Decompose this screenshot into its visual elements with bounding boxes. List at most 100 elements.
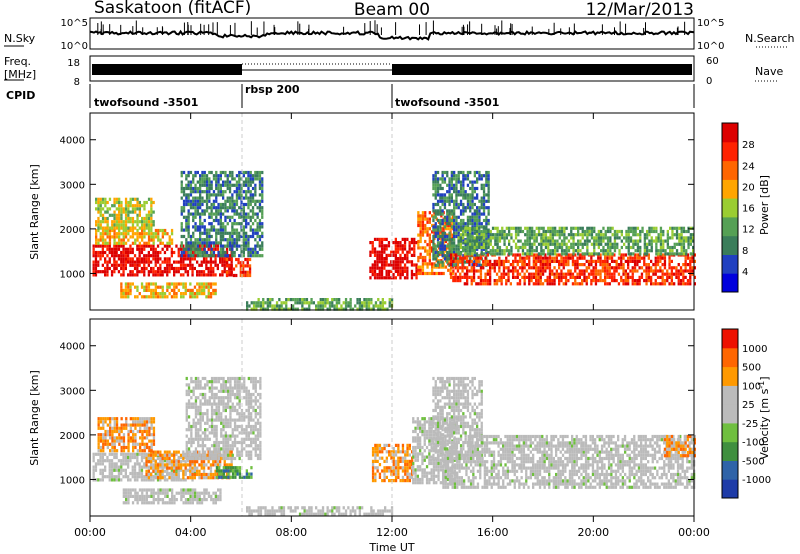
power-data-cell	[189, 199, 193, 203]
power-data-cell	[446, 222, 449, 226]
power-data-cell	[95, 197, 98, 201]
velocity-data-cell	[101, 478, 104, 482]
velocity-data-cell	[161, 462, 164, 466]
power-data-cell	[242, 209, 245, 213]
power-data-cell	[611, 242, 614, 246]
power-data-cell	[666, 275, 669, 279]
power-data-cell	[251, 193, 255, 197]
power-data-cell	[604, 282, 607, 286]
velocity-data-cell	[139, 436, 142, 440]
power-data-cell	[487, 242, 490, 246]
power-data-cell	[473, 226, 476, 230]
power-data-cell	[449, 275, 453, 279]
power-data-cell	[182, 209, 186, 213]
power-data-cell	[280, 301, 283, 305]
power-data-cell	[255, 301, 258, 305]
power-data-cell	[558, 242, 561, 246]
power-data-cell	[441, 196, 444, 200]
power-data-cell	[380, 266, 384, 270]
power-data-cell	[494, 239, 497, 243]
power-data-cell	[301, 301, 304, 305]
power-data-cell	[185, 202, 188, 207]
power-data-cell	[385, 247, 388, 251]
power-data-cell	[205, 234, 209, 239]
power-data-cell	[342, 307, 345, 311]
power-data-cell	[182, 228, 186, 232]
power-data-cell	[437, 265, 441, 269]
velocity-data-cell	[106, 475, 109, 479]
power-data-cell	[532, 266, 535, 270]
power-data-cell	[219, 250, 222, 255]
power-data-cell	[196, 244, 199, 248]
power-data-cell	[622, 279, 625, 283]
power-data-cell	[636, 263, 639, 267]
power-data-cell	[618, 252, 621, 256]
power-data-cell	[661, 282, 664, 286]
nave-label: Nave	[755, 65, 783, 78]
power-data-cell	[115, 232, 118, 236]
power-data-cell	[376, 250, 379, 254]
velocity-data-cell	[113, 445, 116, 450]
power-data-cell	[217, 254, 220, 258]
power-data-cell	[643, 239, 646, 243]
power-data-cell	[567, 272, 570, 276]
power-data-cell	[124, 241, 128, 245]
power-data-cell	[175, 282, 178, 286]
power-data-cell	[606, 236, 610, 240]
power-data-cell	[367, 301, 371, 305]
power-data-cell	[537, 266, 540, 270]
velocity-data-cell	[115, 462, 118, 466]
power-data-cell	[615, 269, 618, 273]
velocity-data-cell	[125, 417, 128, 421]
power-data-cell	[187, 202, 190, 207]
power-data-cell	[459, 272, 462, 276]
power-data-cell	[544, 269, 547, 273]
power-data-cell	[212, 190, 216, 194]
velocity-data-cell	[109, 417, 112, 421]
power-data-cell	[215, 196, 218, 200]
power-data-cell	[150, 244, 153, 248]
power-data-cell	[140, 285, 144, 289]
power-data-cell	[502, 259, 506, 263]
power-data-cell	[579, 249, 582, 253]
power-data-cell	[670, 282, 673, 286]
power-data-cell	[436, 225, 440, 229]
power-data-cell	[221, 257, 224, 261]
velocity-data-cell	[156, 463, 160, 467]
power-data-cell	[638, 275, 641, 279]
power-data-cell	[235, 190, 239, 194]
power-data-cell	[462, 233, 465, 237]
velocity-data-cell	[106, 439, 109, 443]
power-data-cell	[558, 272, 561, 276]
power-data-cell	[189, 257, 192, 261]
power-data-cell	[593, 249, 596, 253]
power-data-cell	[392, 250, 395, 254]
power-data-cell	[551, 226, 554, 230]
power-data-cell	[436, 254, 440, 258]
power-data-cell	[567, 259, 570, 263]
power-data-cell	[285, 307, 288, 311]
power-data-cell	[440, 265, 443, 269]
power-data-cell	[439, 247, 442, 251]
power-data-cell	[154, 254, 157, 258]
power-data-cell	[508, 229, 511, 234]
velocity-data-cell	[163, 459, 167, 463]
power-data-cell	[476, 222, 479, 226]
power-data-cell	[356, 307, 359, 311]
power-data-cell	[450, 196, 453, 200]
power-data-cell	[187, 222, 190, 226]
power-data-cell	[235, 193, 239, 197]
power-data-cell	[487, 199, 490, 203]
power-data-cell	[459, 242, 462, 246]
power-data-cell	[606, 249, 610, 253]
velocity-data-cell	[145, 426, 149, 430]
power-data-cell	[399, 266, 402, 270]
power-data-cell	[168, 238, 171, 242]
power-y-axis-label: Slant Range [km]	[28, 164, 41, 260]
power-data-cell	[280, 307, 283, 311]
power-data-cell	[516, 253, 519, 257]
velocity-data-cell	[132, 420, 135, 424]
power-data-cell	[215, 174, 218, 178]
power-data-cell	[444, 265, 448, 269]
power-data-cell	[684, 266, 687, 270]
